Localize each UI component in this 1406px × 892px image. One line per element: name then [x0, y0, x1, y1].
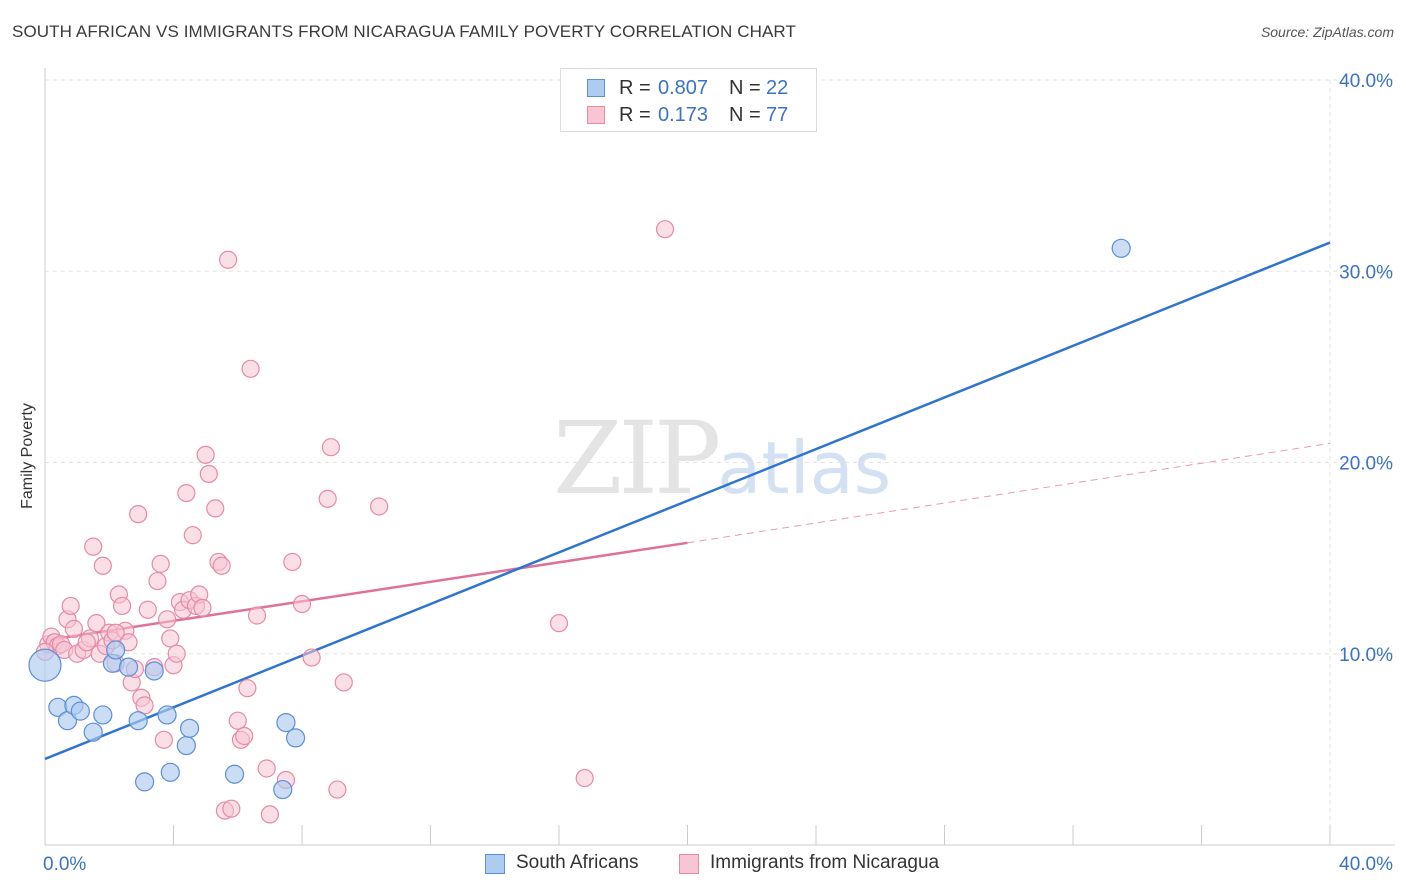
point-nicaragua [655, 220, 675, 239]
point-nicaragua [148, 571, 167, 591]
tick-labels: 10.0% 20.0% 30.0% 40.0% 0.0% 40.0% [43, 71, 1393, 875]
point-nicaragua [196, 445, 215, 464]
r-value: 0.807 [657, 77, 709, 99]
point-south-africans [273, 779, 293, 800]
point-nicaragua [228, 711, 247, 730]
point-nicaragua [219, 250, 238, 269]
legend-row-south-africans: R = 0.807 N = 22 [561, 75, 816, 101]
series-legend: South Africans Immigrants from Nicaragua [0, 852, 1406, 876]
n-label: N = [729, 104, 761, 126]
legend-label: South Africans [516, 852, 639, 873]
legend-label: Immigrants from Nicaragua [710, 852, 940, 873]
series-south-africans-points [28, 238, 1131, 800]
point-nicaragua [260, 805, 279, 824]
y-axis-title: Family Poverty [19, 403, 36, 509]
point-nicaragua [157, 610, 177, 629]
x-tick-label: 0.0% [43, 854, 86, 875]
point-nicaragua [106, 623, 125, 642]
point-south-africans [176, 735, 196, 756]
point-nicaragua [222, 799, 241, 818]
point-south-africans [224, 764, 245, 784]
y-tick-label: 10.0% [1339, 645, 1393, 666]
point-nicaragua [61, 596, 80, 616]
point-south-africans [83, 722, 103, 742]
point-nicaragua [328, 780, 347, 799]
point-south-africans [276, 712, 296, 733]
point-south-africans [70, 701, 90, 721]
y-tick-label: 20.0% [1339, 454, 1393, 475]
correlation-legend: R = 0.807 N = 22 R = 0.173 N = 77 [560, 68, 817, 132]
point-south-africans [28, 648, 62, 682]
r-label: R = [619, 104, 651, 126]
watermark-atlas: atlas [717, 426, 892, 510]
point-nicaragua [154, 730, 173, 749]
r-label: R = [619, 77, 651, 99]
r-value: 0.173 [657, 104, 709, 126]
y-tick-label: 30.0% [1339, 262, 1393, 283]
chart-title: SOUTH AFRICAN VS IMMIGRANTS FROM NICARAG… [12, 22, 796, 41]
legend-swatch-pink [587, 106, 605, 124]
trend-line-south-africans [44, 241, 1331, 761]
legend-swatch-pink [679, 854, 699, 874]
point-nicaragua [138, 600, 157, 619]
n-label: N = [729, 77, 761, 99]
point-nicaragua [370, 497, 389, 516]
point-nicaragua [302, 648, 321, 667]
legend-swatch-blue [485, 854, 505, 874]
point-south-africans [134, 772, 155, 792]
axes [44, 68, 1395, 846]
point-nicaragua [84, 537, 103, 556]
point-south-africans [285, 728, 306, 748]
series-nicaragua-points [35, 220, 675, 824]
legend-swatch-blue [587, 79, 605, 97]
x-tick-label: 40.0% [1339, 854, 1393, 875]
point-south-africans [1111, 238, 1131, 258]
chart-source: Source: ZipAtlas.com [1260, 24, 1394, 40]
point-nicaragua [238, 679, 257, 698]
point-south-africans [118, 657, 139, 677]
point-south-africans [93, 705, 113, 725]
point-nicaragua [161, 629, 180, 648]
point-nicaragua [334, 673, 353, 692]
point-nicaragua [321, 438, 341, 457]
point-nicaragua [129, 505, 148, 524]
point-nicaragua [183, 526, 202, 545]
point-south-africans [144, 661, 164, 681]
n-value: 77 [766, 104, 789, 126]
point-nicaragua [64, 619, 84, 638]
trend-lines [44, 241, 1331, 761]
legend-row-nicaragua: R = 0.173 N = 77 [561, 102, 816, 128]
point-nicaragua [257, 759, 276, 778]
point-nicaragua [167, 644, 186, 663]
point-south-africans [157, 705, 177, 725]
point-nicaragua [112, 596, 132, 616]
point-nicaragua [283, 552, 302, 572]
point-nicaragua [87, 614, 106, 633]
point-south-africans [106, 640, 126, 660]
trend-line-nicaragua-extension [687, 442, 1331, 544]
point-nicaragua [235, 726, 254, 746]
point-south-africans [128, 711, 148, 731]
point-nicaragua [199, 464, 218, 484]
point-nicaragua [292, 594, 312, 614]
point-nicaragua [206, 499, 225, 518]
point-nicaragua [93, 556, 112, 575]
point-nicaragua [77, 633, 96, 652]
y-tick-label: 40.0% [1339, 71, 1393, 92]
point-south-africans [160, 762, 180, 782]
point-nicaragua [212, 556, 231, 575]
point-nicaragua [318, 489, 337, 508]
point-nicaragua [193, 598, 212, 617]
point-nicaragua [151, 554, 170, 573]
point-nicaragua [549, 614, 569, 633]
point-nicaragua [177, 484, 196, 503]
point-nicaragua [241, 359, 260, 378]
trend-line-nicaragua [44, 541, 688, 642]
point-nicaragua [575, 768, 594, 788]
point-south-africans [179, 718, 200, 738]
point-nicaragua [247, 606, 267, 625]
n-value: 22 [766, 77, 789, 99]
